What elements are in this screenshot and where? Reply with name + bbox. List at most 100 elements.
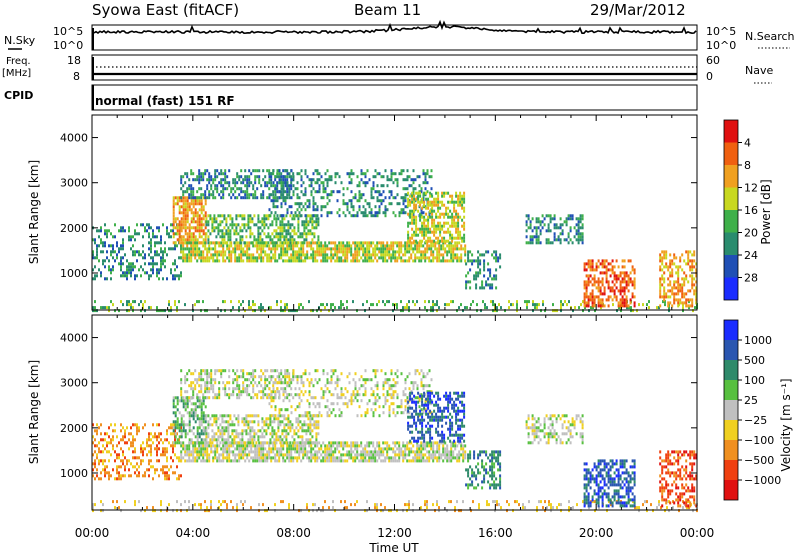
echo-cell xyxy=(114,429,116,433)
echo-cell xyxy=(262,453,265,457)
echo-cell xyxy=(536,509,538,513)
echo-cell xyxy=(451,212,454,216)
echo-cell xyxy=(583,292,586,296)
echo-cell xyxy=(312,247,315,251)
echo-cell xyxy=(326,211,329,215)
echo-cell xyxy=(308,456,311,460)
echo-cell xyxy=(665,262,668,266)
echo-cell xyxy=(162,253,164,257)
echo-cell xyxy=(300,447,303,451)
echo-cell xyxy=(429,209,432,213)
echo-cell xyxy=(559,226,562,230)
echo-cell xyxy=(112,250,114,254)
echo-cell xyxy=(392,244,395,248)
echo-cell xyxy=(196,220,199,224)
nsky-panel: N.Sky 10^5 10^0 10^5 10^0 N.Search xyxy=(4,19,795,52)
echo-cell xyxy=(214,244,217,248)
echo-cell xyxy=(549,229,552,233)
echo-cell xyxy=(272,256,275,260)
echo-cell xyxy=(693,289,696,293)
echo-cell xyxy=(621,304,624,308)
echo-cell xyxy=(134,274,136,278)
echo-cell xyxy=(356,444,359,448)
echo-cell xyxy=(288,244,291,248)
echo-cell xyxy=(160,500,162,504)
echo-cell xyxy=(192,238,195,242)
echo-cell xyxy=(148,438,150,442)
echo-cell xyxy=(144,423,146,427)
echo-cell xyxy=(293,238,296,242)
echo-cell xyxy=(188,205,191,209)
echo-cell xyxy=(426,250,429,254)
echo-cell xyxy=(248,181,251,185)
echo-cell xyxy=(188,250,191,254)
echo-cell xyxy=(294,456,297,460)
echo-cell xyxy=(364,199,367,203)
echo-cell xyxy=(256,459,259,463)
echo-cell xyxy=(172,274,174,278)
echo-cell xyxy=(317,223,320,227)
echo-cell xyxy=(453,206,456,210)
echo-cell xyxy=(176,426,179,430)
echo-cell xyxy=(412,181,415,185)
echo-cell xyxy=(346,247,349,251)
echo-cell xyxy=(243,241,246,245)
echo-cell xyxy=(282,441,285,445)
echo-cell xyxy=(172,423,174,427)
echo-cell xyxy=(314,190,317,194)
echo-cell xyxy=(202,256,205,260)
echo-cell xyxy=(300,247,303,251)
echo-cell xyxy=(314,181,317,185)
echo-cell xyxy=(492,309,494,313)
echo-cell xyxy=(418,256,421,260)
echo-cell xyxy=(306,456,309,460)
echo-cell xyxy=(691,304,694,308)
echo-cell xyxy=(198,444,201,448)
echo-cell xyxy=(132,250,134,254)
echo-cell xyxy=(425,212,428,216)
echo-cell xyxy=(508,306,510,310)
echo-cell xyxy=(196,223,199,227)
echo-cell xyxy=(184,220,187,224)
echo-cell xyxy=(252,244,255,248)
echo-cell xyxy=(120,262,122,266)
echo-cell xyxy=(394,172,397,176)
echo-cell xyxy=(457,224,460,228)
echo-cell xyxy=(108,459,110,463)
echo-cell xyxy=(438,253,441,257)
echo-cell xyxy=(426,503,428,507)
echo-cell xyxy=(286,453,289,457)
echo-cell xyxy=(483,265,486,269)
echo-cell xyxy=(248,253,251,257)
echo-cell xyxy=(225,217,228,221)
echo-cell xyxy=(660,506,662,510)
echo-cell xyxy=(224,456,227,460)
echo-cell xyxy=(665,292,668,296)
echo-cell xyxy=(390,253,393,257)
echo-cell xyxy=(208,259,211,263)
echo-cell xyxy=(346,187,349,191)
echo-cell xyxy=(140,459,142,463)
echo-cell xyxy=(669,253,672,257)
echo-cell xyxy=(625,286,628,290)
echo-cell xyxy=(130,265,132,269)
echo-cell xyxy=(390,178,393,182)
echo-cell xyxy=(617,265,620,269)
echo-cell xyxy=(278,172,281,176)
echo-cell xyxy=(356,253,359,257)
echo-cell xyxy=(384,506,386,510)
echo-cell xyxy=(281,229,284,233)
echo-cell xyxy=(256,444,259,448)
echo-cell xyxy=(219,223,222,227)
echo-cell xyxy=(585,292,588,296)
echo-cell xyxy=(392,447,395,451)
echo-cell xyxy=(108,244,110,248)
echo-cell xyxy=(551,217,554,221)
echo-cell xyxy=(356,447,359,451)
echo-cell xyxy=(242,178,245,182)
echo-cell xyxy=(330,447,333,451)
echo-cell xyxy=(668,306,670,310)
echo-cell xyxy=(627,277,630,281)
echo-cell xyxy=(283,238,286,242)
